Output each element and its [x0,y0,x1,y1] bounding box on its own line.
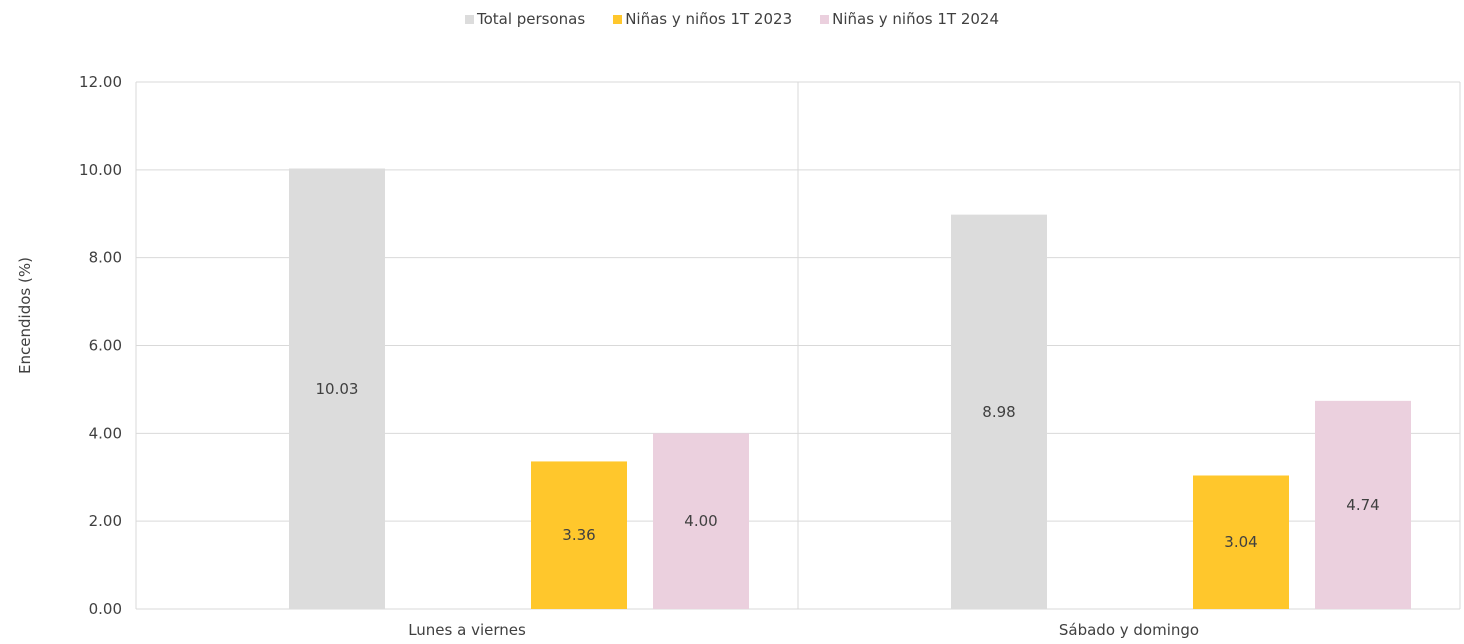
y-tick-label: 2.00 [89,512,122,530]
y-tick-label: 10.00 [79,161,122,179]
legend-swatch [613,14,623,24]
y-tick-label: 6.00 [89,337,122,355]
x-category-label: Sábado y domingo [1059,621,1199,639]
data-label: 4.74 [1346,496,1379,514]
legend-swatch [464,14,474,24]
legend-item: Total personas [464,10,586,28]
legend: Total personas Niñas y niños 1T 2023 Niñas… [0,8,1464,30]
y-tick-label: 8.00 [89,249,122,267]
bar [1315,400,1411,609]
legend-label: Total personas [476,10,586,28]
data-label: 4.00 [684,512,717,530]
legend-label: Niñas y niños 1T 2024 [832,10,1000,28]
legend-item: Niñas y niños 1T 2024 [820,10,999,28]
bar [951,214,1047,609]
y-tick-label: 0.00 [89,600,122,618]
data-label: 8.98 [982,403,1015,421]
legend-label: Niñas y niños 1T 2023 [625,10,793,28]
bar [653,433,749,609]
data-label: 3.36 [562,526,595,544]
data-label: 10.03 [316,380,359,398]
data-label: 3.04 [1224,533,1257,551]
legend-item: Niñas y niños 1T 2023 [613,10,792,28]
bar [531,461,627,609]
legend-swatch [820,14,830,24]
y-axis-title: Encendidos (%) [16,257,34,374]
y-tick-label: 4.00 [89,424,122,442]
bar [289,168,385,609]
y-tick-label: 12.00 [79,73,122,91]
bar [1193,475,1289,609]
x-category-label: Lunes a viernes [408,621,526,639]
